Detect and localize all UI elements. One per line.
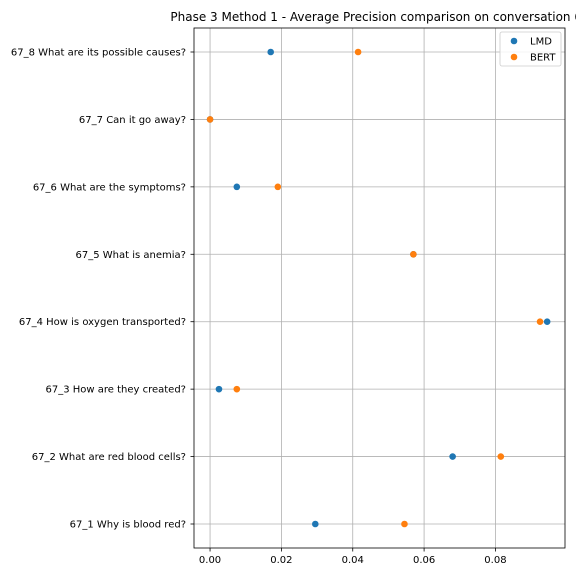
legend-marker-bert (510, 53, 518, 61)
data-point-lmd (267, 48, 274, 56)
y-tick-label: 67_2 What are red blood cells? (32, 452, 186, 463)
data-point-lmd (233, 183, 241, 191)
y-tick-label: 67_7 Can it go away? (79, 115, 186, 126)
legend-label-bert: BERT (530, 53, 556, 64)
data-point-lmd (215, 385, 223, 393)
data-point-bert (497, 453, 505, 460)
x-tick-label: 0.08 (484, 555, 506, 566)
data-point-bert (206, 116, 214, 123)
plot-area (193, 27, 566, 549)
y-tick-label: 67_8 What are its possible causes? (11, 48, 186, 59)
legend-label-lmd: LMD (530, 37, 552, 48)
x-tick-label: 0.06 (413, 555, 435, 566)
legend-marker-lmd (510, 37, 518, 45)
legend: LMD BERT (499, 31, 562, 67)
y-tick-label: 67_5 What is anemia? (76, 250, 186, 261)
x-tick-label: 0.04 (342, 555, 364, 566)
data-point-lmd (311, 520, 319, 528)
x-ticks: 0.00 0.02 0.04 0.06 0.08 (199, 548, 507, 566)
data-point-bert (410, 250, 417, 258)
data-point-bert (274, 183, 282, 191)
x-tick-label: 0.00 (199, 555, 221, 566)
data-point-bert (536, 318, 544, 326)
data-point-bert (401, 520, 408, 528)
data-point-bert (354, 48, 362, 56)
grid-lines (194, 28, 565, 548)
data-point-lmd (543, 318, 551, 326)
y-tick-label: 67_6 What are the symptoms? (33, 182, 186, 193)
data-point-lmd (449, 453, 456, 460)
y-tick-label: 67_3 How are they created? (45, 385, 186, 396)
chart-title: Phase 3 Method 1 - Average Precision com… (170, 10, 576, 24)
y-tick-label: 67_1 Why is blood red? (70, 520, 186, 531)
y-tick-labels: 67_1 Why is blood red? 67_2 What are red … (11, 48, 194, 531)
data-points (206, 48, 551, 528)
x-tick-label: 0.02 (270, 555, 292, 566)
y-tick-label: 67_4 How is oxygen transported? (19, 317, 186, 328)
data-point-bert (233, 385, 241, 393)
